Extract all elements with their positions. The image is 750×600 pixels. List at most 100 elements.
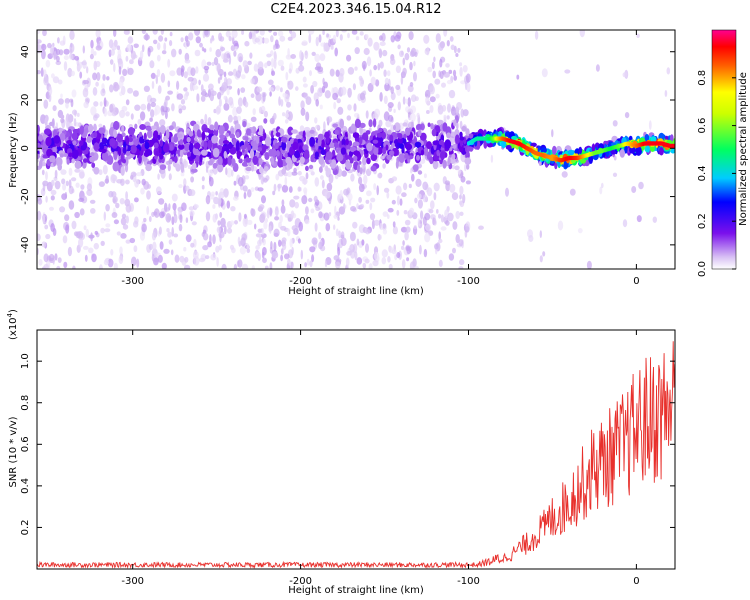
heatmap-cell: [176, 80, 180, 91]
heatmap-cell: [69, 30, 75, 40]
heatmap-cell: [132, 54, 138, 59]
heatmap-cell: [670, 148, 675, 154]
heatmap-cell: [134, 216, 139, 225]
heatmap-cell: [184, 185, 190, 191]
heatmap-cell: [315, 36, 319, 47]
colorbar-gradient: [711, 29, 737, 270]
heatmap-cell: [300, 100, 305, 110]
heatmap-cell: [102, 74, 106, 81]
heatmap-cell: [42, 183, 46, 192]
spectrogram-frame: [36, 29, 676, 270]
heatmap-cell: [391, 142, 395, 148]
heatmap-cell: [143, 132, 147, 141]
heatmap-cell: [487, 142, 493, 148]
heatmap-cell: [174, 254, 180, 263]
heatmap-cell: [419, 159, 426, 164]
heatmap-cell: [670, 134, 674, 142]
heatmap-cell: [183, 178, 187, 187]
heatmap-cell: [246, 248, 251, 254]
heatmap-cell: [445, 220, 450, 226]
heatmap-cell: [268, 87, 275, 92]
heatmap-cell: [178, 143, 185, 150]
heatmap-cell: [134, 104, 141, 111]
heatmap-cell: [157, 254, 163, 263]
heatmap-cells: [37, 30, 675, 269]
heatmap-cell: [37, 153, 40, 160]
heatmap-cell: [55, 60, 62, 66]
heatmap-cell: [665, 135, 669, 141]
heatmap-cell: [619, 149, 625, 158]
heatmap-cell: [67, 114, 74, 123]
heatmap-cell: [250, 93, 255, 98]
heatmap-cell: [457, 47, 461, 53]
heatmap-cell: [73, 118, 77, 127]
heatmap-cell: [153, 142, 159, 149]
heatmap-cell: [158, 226, 162, 235]
heatmap-cell: [501, 139, 507, 149]
heatmap-cell: [317, 66, 324, 73]
heatmap-cell: [212, 204, 216, 209]
heatmap-cell: [158, 198, 165, 205]
heatmap-cell: [225, 132, 230, 137]
heatmap-cell: [49, 155, 56, 163]
heatmap-cell: [288, 186, 293, 193]
heatmap-cell: [416, 154, 420, 161]
heatmap-cell: [291, 171, 298, 176]
heatmap-cell: [187, 164, 191, 170]
heatmap-cell: [178, 48, 182, 55]
heatmap-cell: [251, 265, 255, 269]
heatmap-cell: [445, 63, 450, 68]
heatmap-cell: [220, 85, 226, 93]
heatmap-cell: [446, 79, 453, 85]
heatmap-cell: [413, 60, 416, 67]
heatmap-cell: [90, 152, 95, 157]
heatmap-cell: [64, 191, 68, 200]
heatmap-cell: [80, 184, 85, 190]
heatmap-cell: [98, 123, 103, 128]
heatmap-cell: [150, 109, 155, 118]
heatmap-cell: [200, 95, 206, 102]
heatmap-cell: [368, 263, 373, 269]
heatmap-cell: [280, 225, 287, 231]
heatmap-cell: [409, 61, 413, 71]
heatmap-cell: [319, 53, 326, 62]
heatmap-cell: [37, 124, 40, 134]
heatmap-cell: [648, 120, 652, 130]
heatmap-cell: [424, 232, 431, 243]
heatmap-cell: [50, 195, 55, 201]
heatmap-cell: [218, 98, 222, 107]
heatmap-cell: [462, 109, 469, 117]
heatmap-cell: [38, 159, 43, 169]
heatmap-cell: [432, 217, 437, 225]
heatmap-cell: [385, 120, 392, 128]
heatmap-cell: [56, 55, 60, 63]
heatmap-cell: [277, 183, 282, 189]
heatmap-cell: [334, 47, 339, 57]
heatmap-cell: [281, 199, 285, 207]
heatmap-cell: [199, 42, 203, 48]
heatmap-cell: [448, 69, 453, 74]
heatmap-cell: [78, 197, 85, 202]
heatmap-cell: [409, 82, 414, 87]
heatmap-cell: [202, 245, 209, 251]
heatmap-cell: [285, 71, 289, 81]
heatmap-cell: [112, 198, 116, 204]
heatmap-cell: [83, 225, 87, 231]
heatmap-cell: [160, 169, 166, 179]
heatmap-cell: [146, 190, 151, 200]
heatmap-cell: [382, 211, 389, 217]
heatmap-cell: [343, 188, 350, 196]
heatmap-cell: [62, 235, 68, 244]
heatmap-cell: [88, 247, 94, 254]
heatmap-cell: [201, 184, 205, 190]
heatmap-cell: [96, 41, 100, 49]
heatmap-cell: [302, 76, 307, 83]
heatmap-cell: [318, 211, 323, 219]
heatmap-cell: [207, 88, 211, 98]
heatmap-cell: [478, 225, 484, 230]
heatmap-cell: [306, 139, 309, 146]
heatmap-cell: [139, 124, 147, 130]
heatmap-cell: [284, 113, 290, 118]
heatmap-cell: [429, 105, 434, 113]
